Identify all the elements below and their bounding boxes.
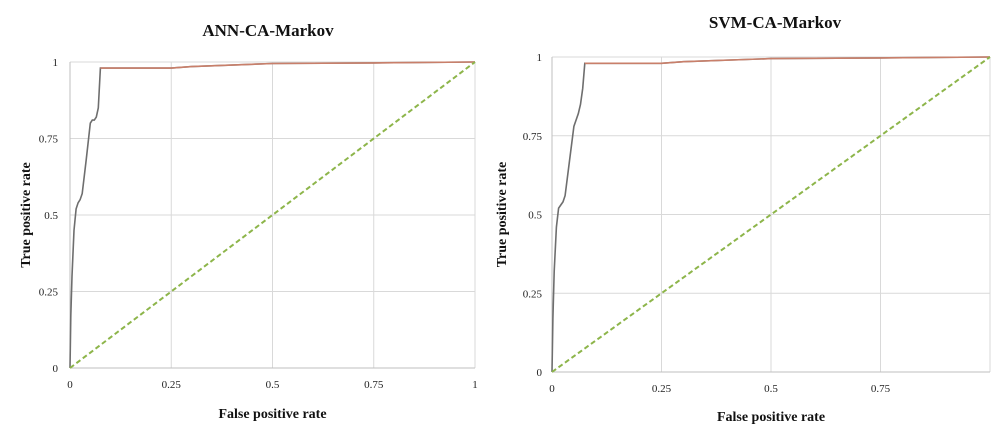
- x-tick-label: 0.5: [764, 383, 778, 395]
- y-axis-label: True positive rate: [19, 162, 34, 268]
- chart-title: SVM-CA-Markov: [709, 13, 842, 32]
- roc-chart-svm: 0 0.25 0.5 0.75 0 0.25 0.5 0.75 1 SVM-CA-Markov Fa…: [490, 0, 1000, 427]
- roc-chart-ann: 0 0.25 0.5 0.75 1 0 0.25 0.5 0.75 1 ANN-CA-Markov F…: [0, 0, 490, 427]
- y-tick-label: 0.75: [39, 134, 59, 146]
- x-tick-label: 1: [472, 379, 478, 391]
- series-line-reference: [69, 61, 476, 369]
- x-tick-label: 0.75: [871, 383, 891, 395]
- series-line-roc-overlay: [100, 61, 476, 69]
- x-tick-label: 0: [67, 379, 73, 391]
- y-axis-label: True positive rate: [495, 162, 510, 268]
- x-tick-label: 0.25: [652, 383, 672, 395]
- roc-chart-svm-svg: 0 0.25 0.5 0.75 0 0.25 0.5 0.75 1 SVM-CA-Markov Fa…: [495, 13, 991, 425]
- x-tick-label: 0: [549, 383, 555, 395]
- chart-title: ANN-CA-Markov: [202, 21, 334, 40]
- x-axis-label: False positive rate: [717, 410, 825, 425]
- y-tick-label: 0.25: [523, 288, 543, 300]
- y-tick-label: 0: [537, 367, 543, 379]
- x-tick-label: 0.25: [162, 379, 182, 391]
- x-axis-label: False positive rate: [218, 407, 326, 422]
- y-tick-label: 0.75: [523, 131, 543, 143]
- x-tick-label: 0.5: [266, 379, 280, 391]
- y-tick-label: 1: [53, 57, 59, 69]
- y-tick-label: 0.25: [39, 287, 59, 299]
- x-tick-label: 0.75: [364, 379, 384, 391]
- y-tick-label: 0.5: [44, 210, 58, 222]
- series-line-roc-overlay: [584, 56, 991, 65]
- series-line-reference: [551, 56, 991, 373]
- y-tick-label: 1: [537, 52, 543, 64]
- y-tick-label: 0: [53, 363, 59, 375]
- y-tick-label: 0.5: [528, 210, 542, 222]
- roc-chart-ann-svg: 0 0.25 0.5 0.75 1 0 0.25 0.5 0.75 1 ANN-CA-Markov F…: [19, 21, 478, 422]
